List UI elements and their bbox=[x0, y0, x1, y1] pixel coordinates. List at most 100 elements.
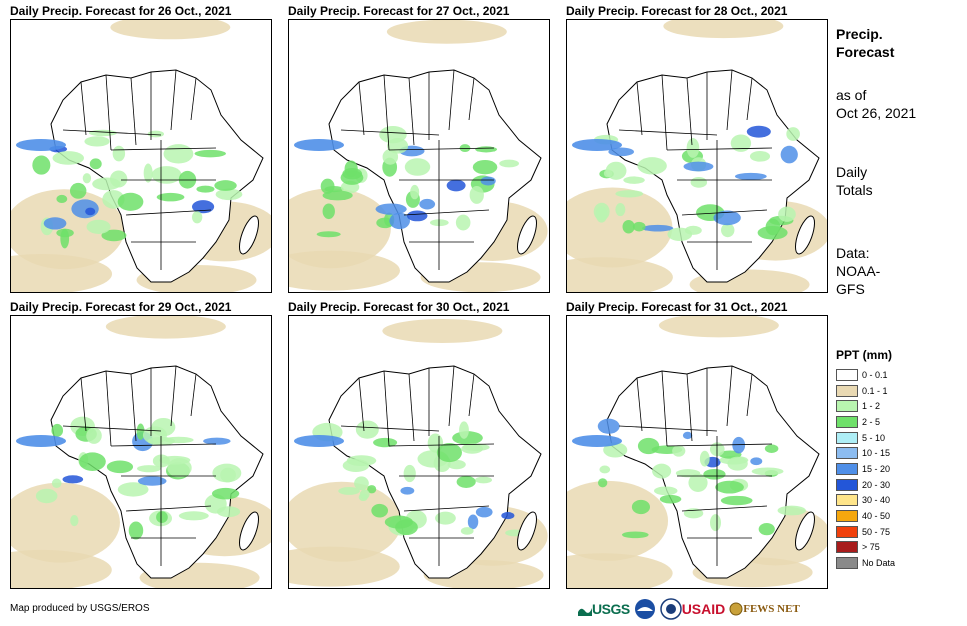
rainfall-area bbox=[446, 179, 466, 192]
heavy-rain-area bbox=[16, 435, 66, 447]
light-rain-area bbox=[567, 480, 669, 561]
data-source-line: NOAA- bbox=[836, 263, 881, 279]
rainfall-area bbox=[137, 465, 161, 473]
legend-label: No Data bbox=[862, 558, 896, 569]
country-border bbox=[681, 209, 768, 216]
rainfall-area bbox=[734, 172, 767, 180]
legend-item: 2 - 5 bbox=[836, 414, 906, 430]
country-border bbox=[340, 425, 440, 432]
rainfall-area bbox=[730, 134, 752, 152]
light-rain-area bbox=[11, 482, 120, 563]
usgs-wave-icon bbox=[578, 608, 592, 616]
rainfall-area bbox=[407, 210, 428, 222]
panel-title: Daily Precip. Forecast for 31 Oct., 2021 bbox=[566, 300, 788, 314]
country-border bbox=[448, 69, 455, 131]
rainfall-area bbox=[720, 495, 753, 506]
heavy-rain-area bbox=[294, 435, 344, 447]
sidebar-title: Precip. Forecast bbox=[836, 25, 894, 61]
rainfall-area bbox=[151, 166, 182, 184]
rainfall-area bbox=[389, 212, 410, 230]
light-rain-area bbox=[289, 546, 400, 587]
rainfall-area bbox=[472, 159, 498, 175]
legend-label: 50 - 75 bbox=[862, 526, 891, 537]
panel-title: Daily Precip. Forecast for 29 Oct., 2021 bbox=[10, 300, 232, 314]
light-rain-area bbox=[567, 257, 673, 292]
legend-item: 1 - 2 bbox=[836, 398, 906, 414]
country-border bbox=[125, 505, 212, 512]
country-border bbox=[636, 377, 643, 432]
rainfall-area bbox=[101, 229, 127, 242]
legend-swatch bbox=[836, 368, 858, 381]
madagascar-outline bbox=[795, 511, 815, 551]
panel-title: Daily Precip. Forecast for 26 Oct., 2021 bbox=[10, 4, 232, 18]
rainfall-area bbox=[69, 182, 87, 199]
country-border bbox=[468, 77, 475, 121]
rainfall-area bbox=[211, 487, 240, 500]
country-border bbox=[125, 209, 212, 216]
fews-globe-icon bbox=[729, 602, 743, 616]
legend-item: No Data bbox=[836, 555, 906, 571]
legend-swatch bbox=[836, 415, 858, 428]
rainfall-area bbox=[156, 511, 168, 523]
rainfall-area bbox=[475, 146, 498, 153]
rainfall-area bbox=[727, 456, 748, 471]
light-rain-area bbox=[567, 187, 673, 268]
legend-swatch bbox=[836, 384, 858, 397]
rainfall-area bbox=[777, 505, 806, 516]
rainfall-area bbox=[51, 478, 62, 488]
light-rain-area bbox=[567, 553, 673, 588]
rainfall-area bbox=[436, 443, 462, 463]
heavy-rain-area bbox=[572, 139, 622, 151]
madagascar-outline bbox=[517, 511, 537, 551]
rainfall-area bbox=[136, 423, 145, 440]
rainfall-area bbox=[595, 206, 608, 223]
data-source-line: Data: bbox=[836, 245, 870, 261]
usgs-logo: USGS bbox=[578, 601, 630, 617]
totals-line: Daily bbox=[836, 164, 868, 180]
rainfall-area bbox=[71, 199, 99, 219]
country-border bbox=[636, 81, 643, 136]
precip-map bbox=[566, 315, 828, 589]
map-panel: Daily Precip. Forecast for 29 Oct., 2021 bbox=[10, 299, 272, 589]
rainfall-area bbox=[703, 468, 726, 480]
rainfall-area bbox=[615, 190, 644, 198]
rainfall-area bbox=[62, 475, 84, 484]
rainfall-area bbox=[376, 217, 394, 229]
usgs-logo-text: USGS bbox=[592, 601, 630, 617]
rainfall-area bbox=[143, 163, 153, 183]
rainfall-area bbox=[322, 203, 335, 220]
country-border bbox=[190, 77, 197, 121]
light-rain-area bbox=[289, 481, 402, 562]
precip-map bbox=[10, 315, 272, 589]
light-rain-area bbox=[658, 316, 779, 338]
rainfall-area bbox=[191, 211, 203, 224]
rainfall-area bbox=[710, 514, 721, 532]
rainfall-area bbox=[410, 184, 420, 200]
rainfall-area bbox=[746, 125, 771, 138]
rainfall-area bbox=[316, 231, 341, 238]
rainfall-area bbox=[43, 217, 67, 230]
legend-swatch bbox=[836, 478, 858, 491]
rainfall-area bbox=[88, 129, 117, 137]
as-of-date: as of Oct 26, 2021 bbox=[836, 86, 916, 122]
totals-line: Totals bbox=[836, 182, 873, 198]
light-rain-area bbox=[663, 20, 784, 39]
rainfall-area bbox=[632, 221, 646, 232]
legend-item: 5 - 10 bbox=[836, 430, 906, 446]
country-border bbox=[80, 81, 87, 136]
rainfall-area bbox=[672, 445, 686, 457]
precip-map bbox=[10, 19, 272, 293]
map-panel: Daily Precip. Forecast for 27 Oct., 2021 bbox=[288, 3, 550, 293]
rainfall-area bbox=[780, 145, 798, 164]
heavy-rain-area bbox=[572, 435, 622, 447]
rainfall-area bbox=[400, 486, 415, 495]
legend-swatch bbox=[836, 447, 858, 460]
country-border bbox=[746, 77, 753, 121]
rainfall-area bbox=[455, 214, 471, 231]
country-border bbox=[358, 81, 365, 136]
rainfall-area bbox=[128, 521, 144, 540]
rainfall-area bbox=[499, 159, 520, 168]
rainfall-area bbox=[419, 198, 436, 210]
rainfall-area bbox=[322, 190, 353, 201]
madagascar-outline bbox=[239, 511, 259, 551]
